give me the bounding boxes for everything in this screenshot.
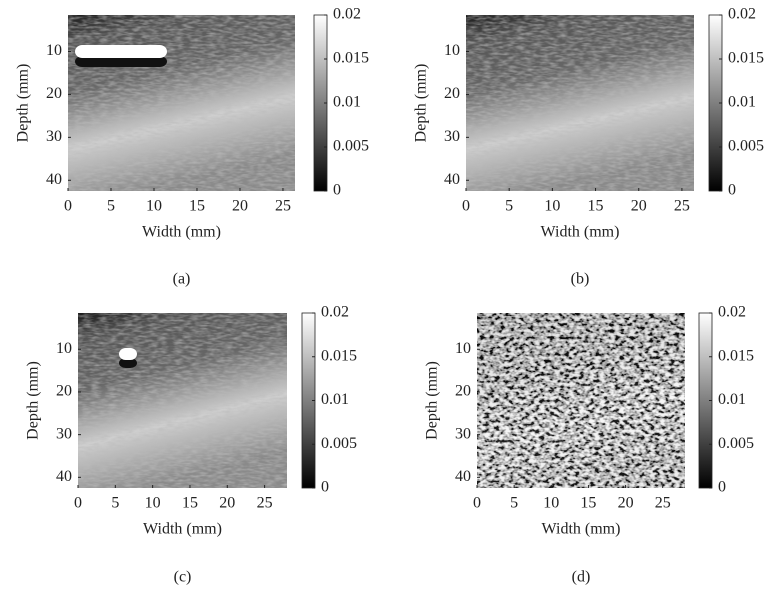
x-tick-label: 20: [631, 198, 647, 215]
colorbar-tick-label: 0: [718, 479, 726, 496]
colorbar-tick-label: 0: [321, 479, 329, 496]
inclusion-dark: [75, 56, 167, 67]
y-tick-label: 40: [444, 171, 460, 188]
y-tick-label: 30: [46, 128, 62, 145]
inclusion-dark: [119, 358, 137, 368]
x-tick-label: 5: [505, 198, 513, 215]
x-tick-label: 0: [473, 495, 481, 512]
y-tick-label: 10: [455, 340, 471, 357]
colorbar-tick-label: 0.02: [718, 304, 746, 321]
x-tick-label: 10: [146, 198, 162, 215]
y-axis-label: Depth (mm): [424, 361, 441, 440]
x-tick-label: 20: [232, 198, 248, 215]
x-tick-label: 20: [219, 495, 235, 512]
x-tick-label: 5: [510, 495, 518, 512]
y-tick-label: 10: [46, 42, 62, 59]
y-tick-label: 40: [455, 468, 471, 485]
y-tick-label: 30: [56, 425, 72, 442]
y-tick-label: 30: [444, 128, 460, 145]
x-tick-label: 5: [107, 198, 115, 215]
colorbar-tick-label: 0.005: [333, 138, 369, 155]
panel-caption: (c): [174, 569, 192, 586]
x-tick-label: 10: [543, 495, 559, 512]
x-tick-label: 15: [182, 495, 198, 512]
colorbar-tick-label: 0.02: [333, 6, 361, 23]
x-tick-label: 15: [189, 198, 205, 215]
colorbar-tick-label: 0.01: [333, 94, 361, 111]
panel-caption: (a): [173, 271, 191, 288]
x-tick-label: 20: [618, 495, 634, 512]
x-tick-label: 15: [580, 495, 596, 512]
x-tick-label: 0: [74, 495, 82, 512]
x-tick-label: 15: [588, 198, 604, 215]
x-tick-label: 0: [462, 198, 470, 215]
y-tick-label: 20: [56, 383, 72, 400]
colorbar-tick-label: 0.02: [321, 304, 349, 321]
colorbar-tick-label: 0.005: [718, 435, 754, 452]
panel-caption: (b): [571, 271, 590, 288]
y-tick-label: 20: [444, 85, 460, 102]
x-tick-label: 25: [655, 495, 671, 512]
colorbar-tick-label: 0: [333, 182, 341, 199]
y-tick-label: 10: [56, 340, 72, 357]
colorbar-tick-label: 0.005: [321, 435, 357, 452]
colorbar-tick-label: 0.015: [321, 347, 357, 364]
colorbar-tick-label: 0.01: [718, 391, 746, 408]
y-tick-label: 20: [46, 85, 62, 102]
x-tick-label: 5: [111, 495, 119, 512]
x-axis-label: Width (mm): [542, 521, 621, 538]
x-tick-label: 10: [145, 495, 161, 512]
colorbar-tick-label: 0.005: [728, 138, 764, 155]
colorbar-tick-label: 0.015: [718, 347, 754, 364]
y-axis-label: Depth (mm): [15, 64, 32, 143]
image-speckle: [466, 15, 694, 191]
x-tick-label: 25: [275, 198, 291, 215]
y-axis-label: Depth (mm): [25, 361, 42, 440]
y-tick-label: 40: [46, 171, 62, 188]
colorbar-tick-label: 0.015: [333, 50, 369, 67]
panel-caption: (d): [572, 569, 591, 586]
colorbar-tick-label: 0.015: [728, 50, 764, 67]
x-axis-label: Width (mm): [143, 521, 222, 538]
y-tick-label: 10: [444, 42, 460, 59]
image-speckle: [78, 313, 287, 488]
image-speckle: [68, 15, 295, 191]
inclusion-bright: [119, 348, 137, 360]
inclusion-bright: [75, 45, 167, 58]
y-tick-label: 30: [455, 425, 471, 442]
image-speckle: [477, 313, 685, 488]
colorbar-tick-label: 0.02: [728, 6, 756, 23]
x-tick-label: 10: [544, 198, 560, 215]
colorbar-tick-label: 0.01: [728, 94, 756, 111]
y-tick-label: 40: [56, 468, 72, 485]
x-tick-label: 25: [257, 495, 273, 512]
y-axis-label: Depth (mm): [413, 64, 430, 143]
x-tick-label: 25: [674, 198, 690, 215]
colorbar-tick-label: 0: [728, 182, 736, 199]
x-axis-label: Width (mm): [541, 224, 620, 241]
y-tick-label: 20: [455, 383, 471, 400]
colorbar-tick-label: 0.01: [321, 391, 349, 408]
x-axis-label: Width (mm): [142, 224, 221, 241]
x-tick-label: 0: [64, 198, 72, 215]
